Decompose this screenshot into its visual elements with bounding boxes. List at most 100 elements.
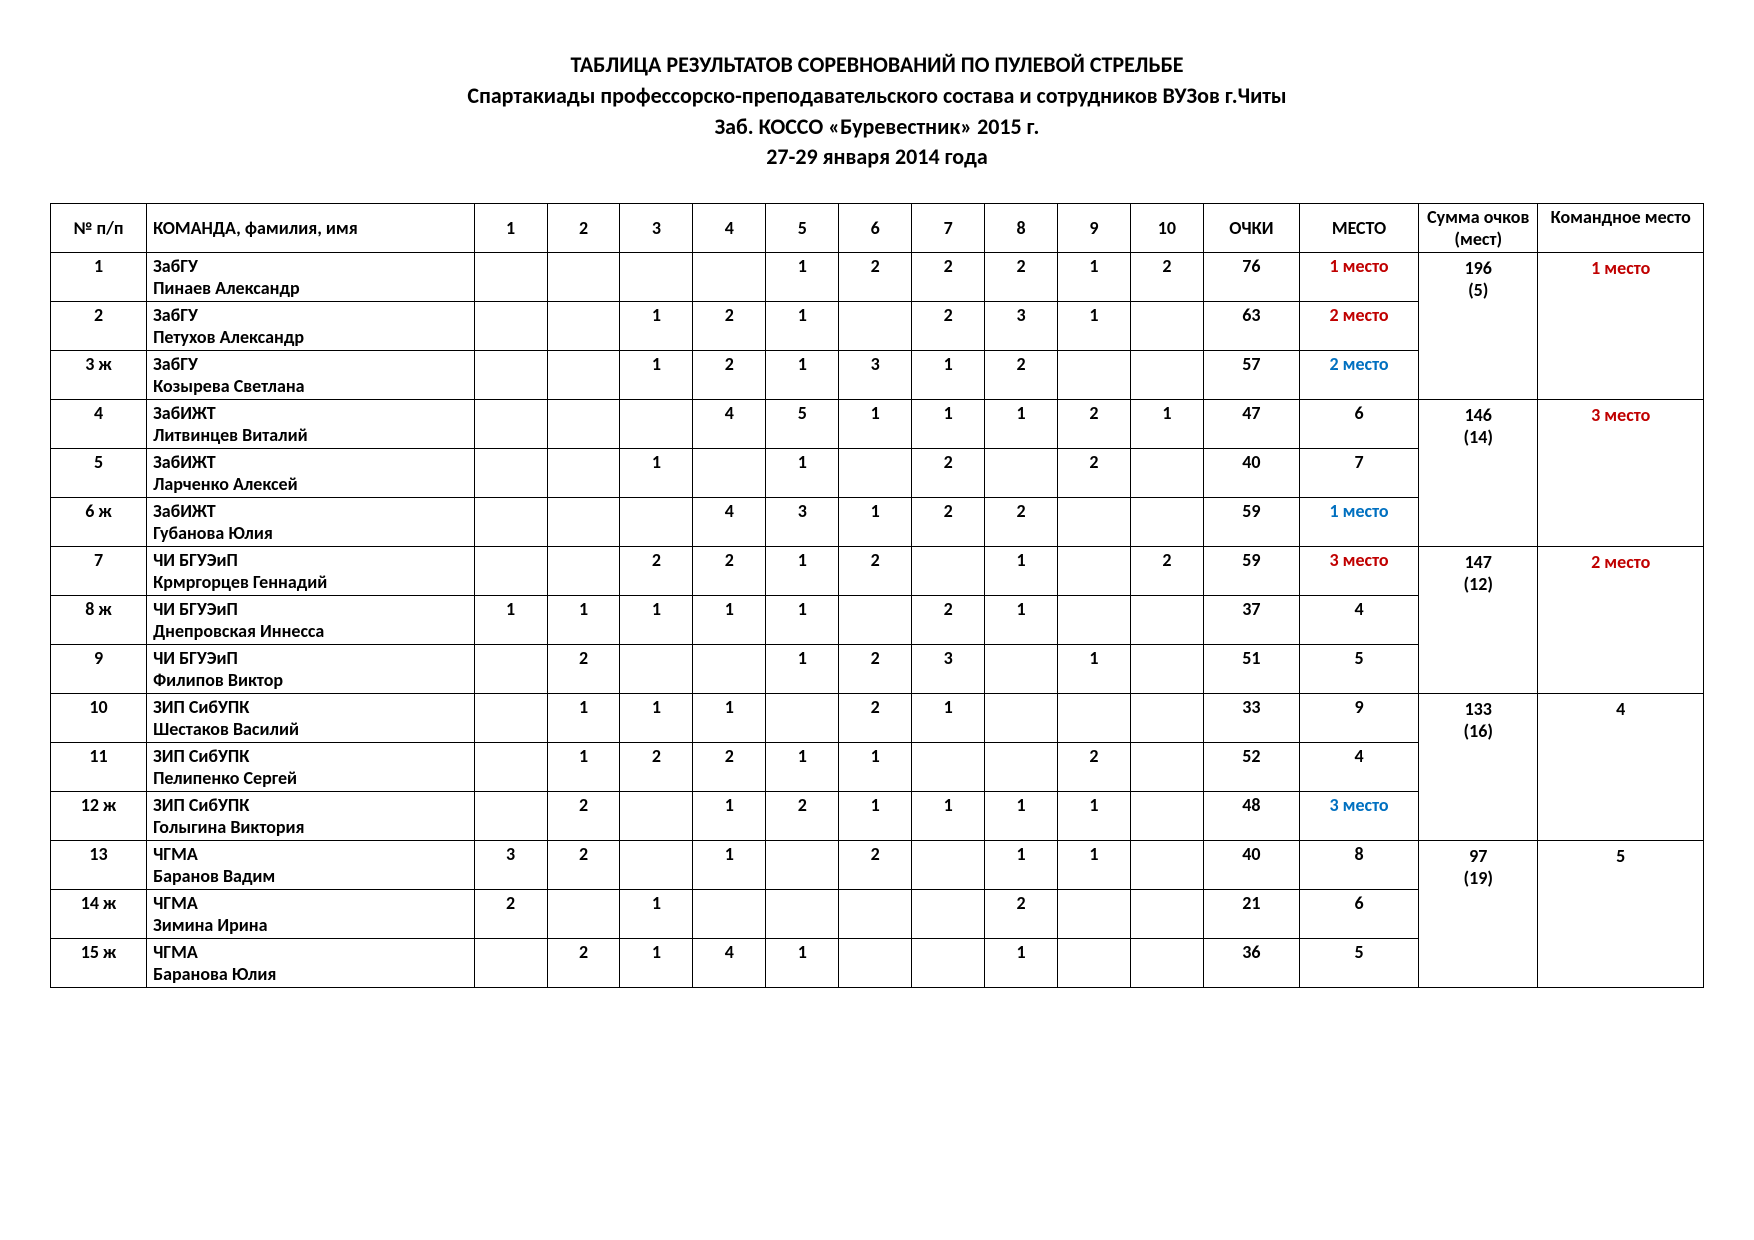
cell-points: 52	[1203, 743, 1299, 792]
cell-score: 1	[693, 841, 766, 890]
cell-sum: 146(14)	[1419, 400, 1538, 547]
cell-score	[547, 449, 620, 498]
cell-points: 36	[1203, 939, 1299, 988]
cell-score: 1	[1058, 302, 1131, 351]
person-name: Литвинцев Виталий	[153, 424, 468, 446]
cell-n: 11	[51, 743, 147, 792]
cell-points: 40	[1203, 449, 1299, 498]
cell-team: ЧГМАБаранова Юлия	[147, 939, 475, 988]
cell-points: 59	[1203, 547, 1299, 596]
cell-score: 1	[547, 743, 620, 792]
cell-team: ЗИП СибУПКПелипенко Сергей	[147, 743, 475, 792]
sum-mest: (16)	[1425, 720, 1531, 742]
cell-score: 2	[693, 743, 766, 792]
person-name: Филипов Виктор	[153, 669, 468, 691]
team-name: ЧГМА	[153, 892, 468, 914]
person-name: Баранова Юлия	[153, 963, 468, 985]
cell-place: 3 место	[1299, 792, 1418, 841]
cell-score	[1130, 302, 1203, 351]
cell-score: 1	[693, 792, 766, 841]
team-name: ЗИП СибУПК	[153, 696, 468, 718]
cell-score: 2	[693, 351, 766, 400]
header-place: МЕСТО	[1299, 204, 1418, 253]
cell-score: 1	[839, 400, 912, 449]
cell-points: 76	[1203, 253, 1299, 302]
cell-score	[547, 302, 620, 351]
cell-n: 8 ж	[51, 596, 147, 645]
cell-n: 7	[51, 547, 147, 596]
cell-score: 5	[766, 400, 839, 449]
cell-place: 2 место	[1299, 302, 1418, 351]
cell-score: 1	[620, 939, 693, 988]
cell-score: 2	[912, 449, 985, 498]
cell-score: 2	[839, 841, 912, 890]
cell-score: 1	[766, 547, 839, 596]
team-name: ЗабГУ	[153, 255, 468, 277]
cell-score: 1	[912, 400, 985, 449]
cell-score: 3	[474, 841, 547, 890]
cell-team: ЗабИЖТЛитвинцев Виталий	[147, 400, 475, 449]
cell-score: 1	[912, 792, 985, 841]
cell-score: 1	[766, 743, 839, 792]
cell-score	[1058, 351, 1131, 400]
cell-place: 4	[1299, 596, 1418, 645]
cell-score: 2	[1130, 547, 1203, 596]
person-name: Губанова Юлия	[153, 522, 468, 544]
sum-mest: (5)	[1425, 279, 1531, 301]
cell-score: 2	[912, 596, 985, 645]
cell-score	[912, 547, 985, 596]
cell-score	[1058, 694, 1131, 743]
cell-score: 1	[985, 841, 1058, 890]
team-name: ЗабГУ	[153, 304, 468, 326]
cell-score: 2	[547, 792, 620, 841]
cell-score: 2	[912, 302, 985, 351]
cell-score	[547, 498, 620, 547]
cell-score	[839, 890, 912, 939]
cell-points: 47	[1203, 400, 1299, 449]
cell-score: 2	[620, 547, 693, 596]
cell-score	[912, 890, 985, 939]
title-line-4: 27-29 января 2014 года	[50, 142, 1704, 173]
cell-score: 2	[1058, 449, 1131, 498]
cell-score: 4	[693, 400, 766, 449]
table-row: 4ЗабИЖТЛитвинцев Виталий4511121476146(14…	[51, 400, 1704, 449]
cell-score: 2	[693, 302, 766, 351]
cell-score: 3	[766, 498, 839, 547]
cell-score	[1058, 596, 1131, 645]
cell-score	[912, 841, 985, 890]
cell-n: 1	[51, 253, 147, 302]
cell-points: 33	[1203, 694, 1299, 743]
cell-place: 7	[1299, 449, 1418, 498]
cell-points: 40	[1203, 841, 1299, 890]
team-name: ЧГМА	[153, 843, 468, 865]
cell-score: 4	[693, 939, 766, 988]
cell-n: 2	[51, 302, 147, 351]
cell-score: 2	[1058, 743, 1131, 792]
person-name: Ларченко Алексей	[153, 473, 468, 495]
cell-score: 1	[839, 792, 912, 841]
cell-score: 1	[766, 939, 839, 988]
cell-score	[985, 449, 1058, 498]
cell-score	[766, 841, 839, 890]
cell-points: 59	[1203, 498, 1299, 547]
document-title: ТАБЛИЦА РЕЗУЛЬТАТОВ СОРЕВНОВАНИЙ ПО ПУЛЕ…	[50, 50, 1704, 173]
cell-score: 1	[620, 890, 693, 939]
cell-score	[620, 645, 693, 694]
cell-score: 1	[912, 351, 985, 400]
cell-score	[766, 694, 839, 743]
cell-score	[474, 694, 547, 743]
cell-score	[620, 253, 693, 302]
cell-score: 2	[839, 253, 912, 302]
cell-n: 6 ж	[51, 498, 147, 547]
cell-score: 2	[474, 890, 547, 939]
cell-place: 6	[1299, 890, 1418, 939]
cell-score: 1	[985, 792, 1058, 841]
cell-score: 2	[839, 547, 912, 596]
cell-points: 48	[1203, 792, 1299, 841]
header-points: ОЧКИ	[1203, 204, 1299, 253]
cell-score: 1	[1058, 253, 1131, 302]
cell-place: 3 место	[1299, 547, 1418, 596]
person-name: Пелипенко Сергей	[153, 767, 468, 789]
cell-place: 9	[1299, 694, 1418, 743]
title-line-1: ТАБЛИЦА РЕЗУЛЬТАТОВ СОРЕВНОВАНИЙ ПО ПУЛЕ…	[50, 50, 1704, 81]
